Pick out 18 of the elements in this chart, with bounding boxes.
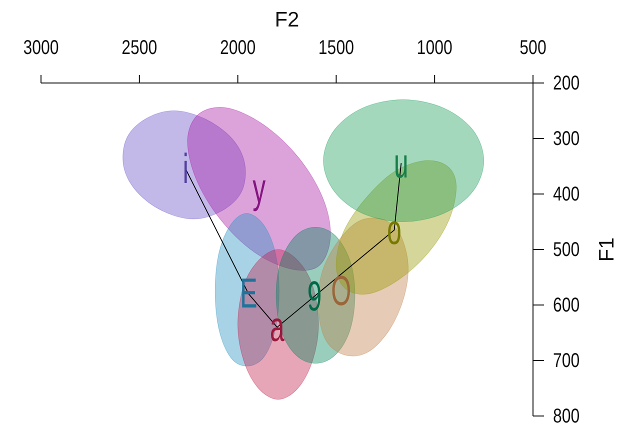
y-tick-label: 700 (553, 349, 580, 372)
y-tick-label: 800 (553, 404, 580, 425)
y-tick-label: 600 (553, 294, 580, 316)
x-tick-label: 3000 (23, 36, 59, 58)
y-tick-label: 300 (553, 127, 580, 150)
y-tick-label: 400 (553, 182, 580, 206)
x-tick-label: 2000 (220, 36, 256, 58)
annotation: O (330, 268, 352, 315)
x-tick-label: 1000 (416, 36, 452, 58)
x-tick-label: 1500 (318, 36, 354, 58)
x-axis-title: F2 (274, 8, 300, 32)
annotation: y (252, 165, 266, 212)
annotation: i (182, 146, 189, 192)
y-tick-label: 200 (553, 72, 580, 94)
y-axis-title: F1 (596, 237, 618, 262)
x-tick-label: 2500 (122, 36, 158, 58)
y-tick-label: 500 (553, 238, 580, 261)
x-tick-label: 500 (520, 36, 546, 58)
